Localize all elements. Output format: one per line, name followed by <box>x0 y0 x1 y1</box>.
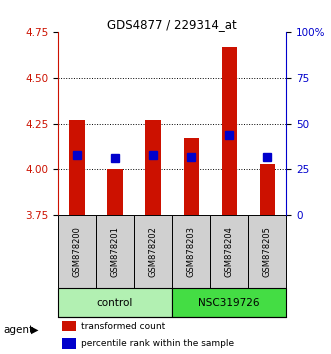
Text: percentile rank within the sample: percentile rank within the sample <box>81 339 234 348</box>
Bar <box>248 215 286 287</box>
Text: GSM878201: GSM878201 <box>111 226 119 277</box>
Bar <box>58 215 96 287</box>
Bar <box>63 321 76 331</box>
Text: GSM878204: GSM878204 <box>225 226 234 277</box>
Text: GSM878202: GSM878202 <box>149 226 158 277</box>
Text: transformed count: transformed count <box>81 322 165 331</box>
Bar <box>145 120 161 215</box>
Bar <box>183 138 199 215</box>
Bar <box>63 338 76 349</box>
Bar <box>70 120 85 215</box>
Bar <box>107 169 122 215</box>
Bar <box>260 164 275 215</box>
Text: GSM878200: GSM878200 <box>72 226 81 277</box>
Bar <box>172 215 210 287</box>
Text: ▶: ▶ <box>31 325 38 335</box>
Text: GSM878205: GSM878205 <box>263 226 272 277</box>
Title: GDS4877 / 229314_at: GDS4877 / 229314_at <box>107 18 237 31</box>
Bar <box>172 287 286 318</box>
Bar <box>221 46 237 215</box>
Text: agent: agent <box>3 325 33 335</box>
Bar <box>134 215 172 287</box>
Bar <box>210 215 248 287</box>
Text: NSC319726: NSC319726 <box>199 297 260 308</box>
Text: control: control <box>97 297 133 308</box>
Bar <box>96 215 134 287</box>
Text: GSM878203: GSM878203 <box>187 226 196 277</box>
Bar <box>58 287 172 318</box>
